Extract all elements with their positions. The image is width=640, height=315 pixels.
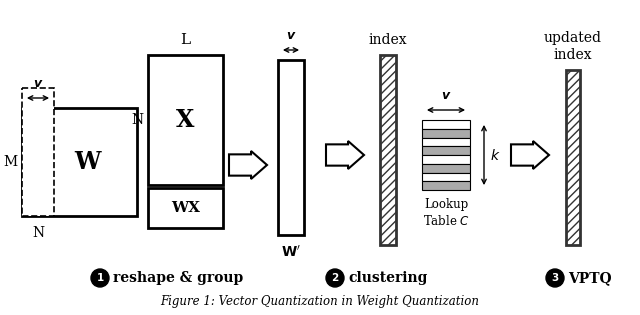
Text: $k$: $k$ xyxy=(490,147,500,163)
Circle shape xyxy=(546,269,564,287)
Bar xyxy=(422,155,470,164)
Bar xyxy=(566,70,580,245)
Bar xyxy=(422,164,470,173)
Bar xyxy=(422,173,470,181)
Bar xyxy=(278,60,304,235)
Text: 1: 1 xyxy=(97,273,104,283)
Bar xyxy=(422,129,470,138)
Text: WX: WX xyxy=(171,201,200,215)
Bar xyxy=(380,55,396,245)
Text: L: L xyxy=(180,33,191,47)
Bar xyxy=(22,108,137,216)
Circle shape xyxy=(326,269,344,287)
Bar xyxy=(422,181,470,190)
Bar xyxy=(422,138,470,146)
Text: W: W xyxy=(74,150,100,174)
Bar xyxy=(422,120,470,129)
Text: $\mathbf{W'}$: $\mathbf{W'}$ xyxy=(281,245,301,260)
Polygon shape xyxy=(229,151,267,179)
Text: N: N xyxy=(32,226,44,240)
Polygon shape xyxy=(326,141,364,169)
Text: N: N xyxy=(131,113,143,127)
Text: $\boldsymbol{v}$: $\boldsymbol{v}$ xyxy=(285,29,296,42)
Text: $\boldsymbol{v}$: $\boldsymbol{v}$ xyxy=(441,89,451,102)
Bar xyxy=(148,188,223,228)
Text: Figure 1: Vector Quantization in Weight Quantization: Figure 1: Vector Quantization in Weight … xyxy=(161,295,479,308)
Circle shape xyxy=(91,269,109,287)
Text: VPTQ: VPTQ xyxy=(568,271,612,285)
Text: clustering: clustering xyxy=(348,271,428,285)
Bar xyxy=(22,88,54,216)
Polygon shape xyxy=(511,141,549,169)
Text: Lookup
Table $\mathit{C}$: Lookup Table $\mathit{C}$ xyxy=(422,198,470,228)
Text: M: M xyxy=(3,155,17,169)
Text: index: index xyxy=(369,33,407,47)
Text: $\boldsymbol{v}$: $\boldsymbol{v}$ xyxy=(33,77,44,90)
Bar xyxy=(422,146,470,155)
Text: 2: 2 xyxy=(332,273,339,283)
Text: updated
index: updated index xyxy=(544,31,602,62)
Text: reshape & group: reshape & group xyxy=(113,271,243,285)
Text: X: X xyxy=(176,108,195,132)
Bar xyxy=(148,55,223,185)
Text: 3: 3 xyxy=(552,273,559,283)
